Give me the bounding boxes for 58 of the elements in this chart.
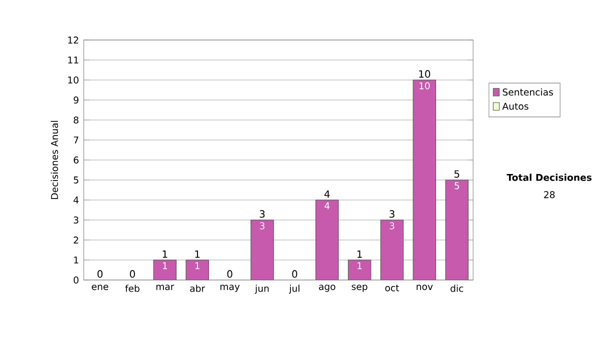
y-tick-label: 8 — [74, 116, 78, 124]
total-label: 1 — [162, 250, 168, 258]
data-label: 3 — [390, 222, 394, 230]
total-label: 1 — [195, 250, 200, 258]
legend-label: Sentencias — [502, 88, 553, 96]
data-label: 3 — [260, 222, 264, 230]
bar — [412, 80, 436, 280]
text: Total Decisiones — [506, 174, 592, 181]
total-label: 3 — [390, 210, 394, 218]
x-tick-label: mar — [156, 284, 174, 290]
total-label: 4 — [324, 190, 330, 198]
bar — [348, 260, 372, 280]
data-label: 4 — [324, 202, 330, 210]
x-tick-label: jul — [288, 284, 300, 294]
x-tick-label: ene — [92, 284, 108, 290]
y-tick-label: 9 — [74, 96, 78, 104]
x-tick-label: oct — [385, 284, 400, 292]
total-label: 0 — [130, 270, 135, 278]
y-tick-label: 6 — [74, 156, 78, 164]
total-label: 5 — [454, 170, 460, 178]
y-axis-title: Decisiones Anual — [50, 120, 58, 199]
legend-label: Autos — [502, 102, 528, 110]
bar — [186, 260, 209, 280]
total-label: 10 — [419, 70, 430, 78]
x-tick-label: dic — [450, 284, 464, 292]
bar — [153, 260, 176, 280]
x-tick-label: nov — [416, 284, 433, 290]
y-tick-label: 0 — [74, 276, 78, 284]
y-tick-label: 2 — [74, 236, 78, 244]
total-label: 0 — [227, 270, 232, 278]
bar — [380, 220, 404, 280]
y-tick-label: 5 — [74, 176, 78, 184]
x-tick-label: abr — [190, 284, 206, 292]
y-tick-label: 1 — [74, 256, 78, 264]
x-tick-label: jun — [254, 284, 269, 294]
x-tick-label: may — [220, 284, 240, 292]
total-label: 1 — [357, 250, 362, 258]
data-label: 10 — [420, 82, 430, 90]
bar — [250, 220, 274, 280]
total-label: 0 — [292, 270, 298, 278]
bar — [316, 200, 339, 280]
x-tick-label: ago — [319, 284, 336, 292]
y-tick-label: 7 — [74, 136, 78, 144]
y-tick-label: 11 — [68, 56, 78, 64]
total-label: 3 — [260, 210, 265, 218]
text: 28 — [544, 191, 555, 198]
data-label: 1 — [358, 262, 362, 270]
x-tick-label: sep — [352, 284, 368, 292]
y-tick-label: 12 — [68, 36, 78, 44]
y-tick-label: 3 — [74, 216, 78, 224]
data-label: 1 — [195, 262, 200, 270]
data-label: 1 — [162, 262, 168, 270]
x-tick-label: feb — [125, 284, 140, 292]
data-label: 5 — [454, 182, 460, 190]
y-tick-label: 4 — [74, 196, 79, 204]
y-tick-label: 10 — [68, 76, 78, 84]
bar — [445, 180, 468, 280]
total-label: 0 — [97, 270, 103, 278]
